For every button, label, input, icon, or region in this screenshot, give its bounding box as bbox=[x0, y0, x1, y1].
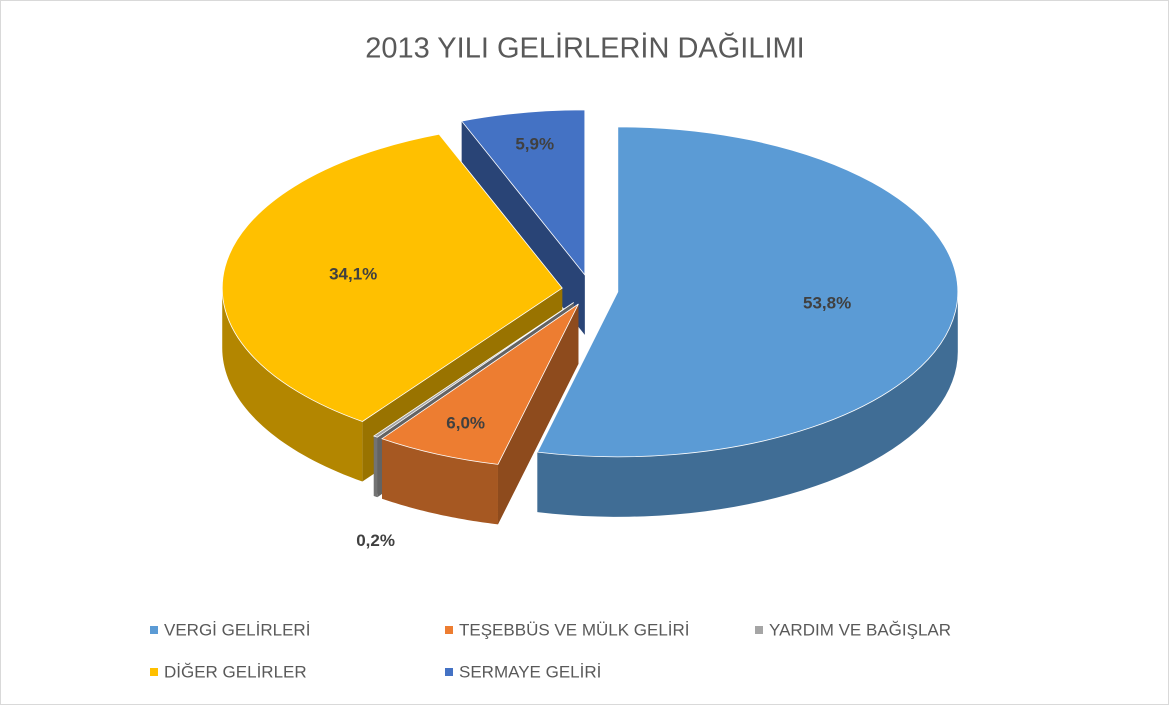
slice bbox=[460, 109, 586, 277]
slice bbox=[372, 302, 574, 438]
data-label: 34,1% bbox=[329, 264, 377, 283]
legend-label: DİĞER GELİRLER bbox=[164, 662, 307, 681]
slice bbox=[221, 133, 563, 422]
legend-label: YARDIM VE BAĞIŞLAR bbox=[769, 620, 951, 639]
data-label: 5,9% bbox=[515, 135, 554, 154]
slice-side bbox=[222, 288, 363, 482]
slice bbox=[536, 126, 959, 458]
legend-swatch bbox=[445, 668, 453, 676]
legend-swatch bbox=[445, 626, 453, 634]
chart-title: 2013 YILI GELİRLERİN DAĞILIMI bbox=[365, 32, 805, 65]
data-label: 0,2% bbox=[356, 531, 395, 550]
legend-label: VERGİ GELİRLERİ bbox=[164, 620, 310, 639]
legend-label: TEŞEBBÜS VE MÜLK GELİRİ bbox=[459, 620, 690, 639]
legend-label: SERMAYE GELİRİ bbox=[459, 662, 601, 681]
slice-side bbox=[382, 438, 498, 525]
legend-swatch bbox=[150, 626, 158, 634]
slice-wall bbox=[497, 304, 579, 525]
legend-swatch bbox=[150, 668, 158, 676]
slice bbox=[381, 303, 579, 465]
data-label: 53,8% bbox=[803, 294, 851, 313]
slice-side bbox=[373, 436, 378, 498]
data-label: 6,0% bbox=[446, 414, 485, 433]
slice-side bbox=[537, 291, 958, 517]
legend-swatch bbox=[755, 626, 763, 634]
